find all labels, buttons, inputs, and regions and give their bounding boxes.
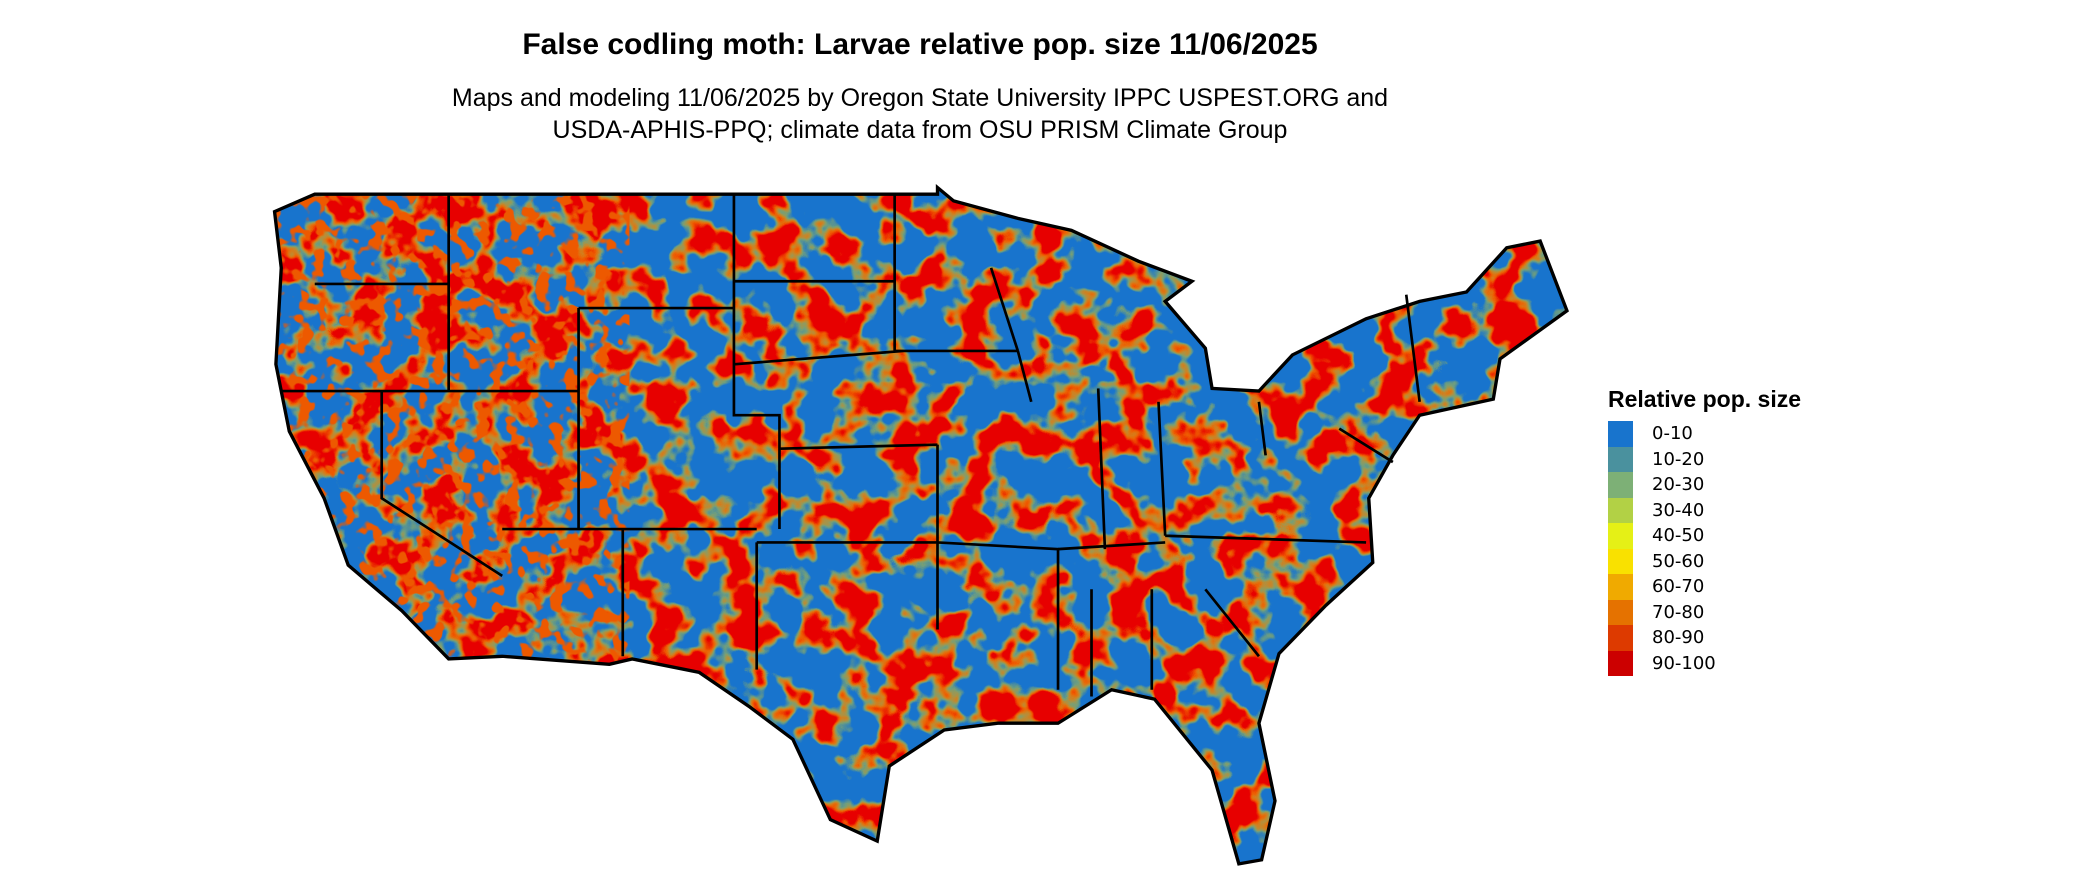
legend-item: 10-20 (1608, 446, 1801, 472)
legend-label: 40-50 (1652, 525, 1705, 547)
legend-label: 60-70 (1652, 576, 1705, 598)
legend-label: 30-40 (1652, 499, 1705, 521)
raster-layer (274, 187, 1567, 864)
legend-item: 90-100 (1608, 650, 1801, 676)
legend-label: 70-80 (1652, 601, 1705, 623)
legend-swatch (1608, 497, 1633, 523)
legend-label: 50-60 (1652, 550, 1705, 572)
legend-item: 30-40 (1608, 497, 1801, 523)
legend-swatch (1608, 625, 1633, 651)
legend-swatch (1608, 599, 1633, 625)
legend: Relative pop. size 0-10 10-20 20-30 30-40 40… (1608, 386, 1801, 676)
legend-item: 0-10 (1608, 421, 1801, 447)
western-high-class-area (274, 187, 630, 670)
legend-label: 20-30 (1652, 474, 1705, 496)
legend-swatch (1608, 472, 1633, 498)
legend-swatch (1608, 421, 1633, 447)
subtitle-line-1: Maps and modeling 11/06/2025 by Oregon S… (451, 84, 1389, 112)
legend-title: Relative pop. size (1608, 386, 1802, 412)
subtitle-line-2: USDA-APHIS-PPQ; climate data from OSU PR… (552, 116, 1288, 144)
legend-label: 80-90 (1652, 627, 1705, 649)
state-borders (281, 194, 1421, 697)
map-title: False codling moth: Larvae relative pop.… (522, 28, 1318, 61)
legend-swatch (1608, 446, 1633, 472)
legend-label: 10-20 (1652, 448, 1705, 470)
legend-swatch (1608, 523, 1633, 549)
legend-item: 60-70 (1608, 574, 1801, 600)
legend-swatch (1608, 574, 1633, 600)
legend-item: 70-80 (1608, 599, 1801, 625)
legend-swatch (1608, 650, 1633, 676)
legend-item: 20-30 (1608, 472, 1801, 498)
legend-label: 90-100 (1652, 652, 1716, 674)
legend-item: 50-60 (1608, 548, 1801, 574)
legend-label: 0-10 (1652, 423, 1693, 445)
legend-swatch (1608, 548, 1633, 574)
legend-item: 40-50 (1608, 523, 1801, 549)
legend-item: 80-90 (1608, 625, 1801, 651)
